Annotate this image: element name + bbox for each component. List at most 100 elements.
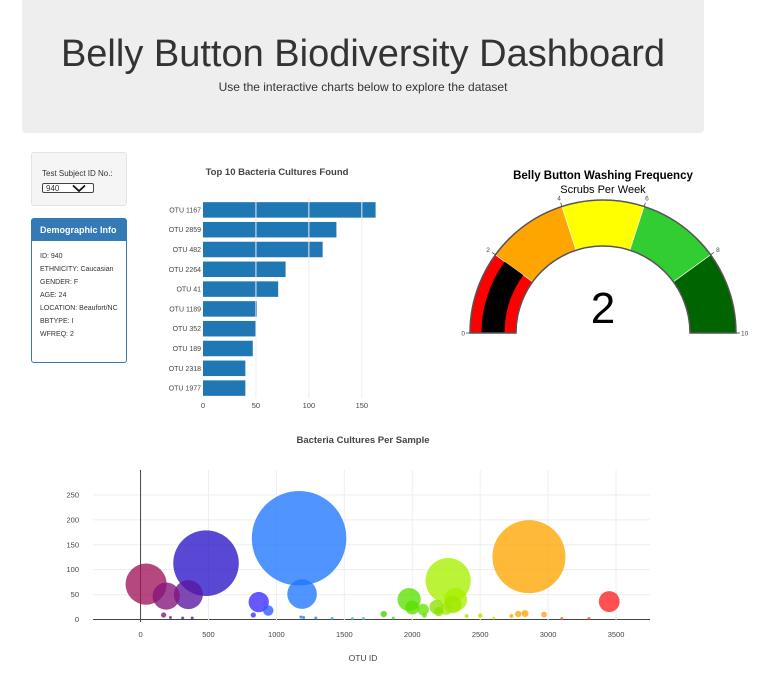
bubble[interactable] [380,610,387,618]
bubble[interactable] [251,491,347,586]
bubble[interactable] [422,613,427,618]
bubble[interactable] [181,616,185,620]
bubble[interactable] [361,617,365,621]
bar-y-tick-label: OTU 1167 [169,207,201,214]
bar[interactable] [203,301,257,317]
bubble[interactable] [391,616,395,620]
bubble[interactable] [173,580,203,610]
bubble[interactable] [417,603,429,616]
bubble[interactable] [173,530,239,596]
gauge-tick-label: 10 [741,331,749,338]
subject-id-select[interactable]: 940 [42,183,94,193]
bar[interactable] [203,281,279,297]
bubble-chart: Bacteria Cultures Per Sample 0 50 100 150 20… [66,435,650,663]
gauge-value: 2 [591,284,615,333]
bubble[interactable] [598,591,620,613]
subject-id-value: 940 [46,184,60,193]
bubble[interactable] [350,617,354,621]
bubble-y-tick-label: 200 [66,515,79,524]
bubble[interactable] [161,612,167,618]
demographic-bbtype: BBTYPE: I [40,318,74,325]
bubble-x-tick-label: 0 [138,630,142,639]
bar-y-tick-label: OTU 2264 [169,267,201,274]
bubble[interactable] [248,591,269,613]
bubble[interactable] [152,582,180,610]
bubble[interactable] [541,611,547,618]
bar[interactable] [203,380,246,396]
bubble[interactable] [405,600,420,615]
gauge-subtitle: Scrubs Per Week [560,184,646,196]
bar[interactable] [203,320,256,337]
bubble-y-tick-label: 50 [71,590,79,599]
washing-frequency-gauge: Belly Button Washing Frequency Scrubs Pe… [461,170,749,338]
demographic-info-title: Demographic Info [32,219,126,241]
gauge-tick-label: 0 [461,331,465,338]
bubble-x-tick-label: 1500 [336,630,353,639]
subject-selector-panel: Test Subject ID No.: 940 [31,152,127,206]
bubble[interactable] [515,610,522,618]
demographic-wfreq: WFREQ: 2 [40,331,74,338]
gauge-outline [469,199,737,334]
gauge-tick-label: 4 [557,195,561,202]
bubble-y-tick-label: 150 [66,540,79,549]
bar-x-tick-label: 100 [303,401,316,410]
bar[interactable] [203,261,286,278]
bubble-x-tick-label: 1000 [268,630,285,639]
bar[interactable] [203,221,337,238]
demographic-ethnicity: ETHNICITY: Caucasian [40,266,114,273]
bubble[interactable] [168,616,172,620]
gauge-title: Belly Button Washing Frequency [513,170,693,182]
bar-y-tick-label: OTU 1189 [169,306,201,313]
chevron-down-icon [72,184,86,193]
gauge-tick-label: 8 [716,247,720,254]
bubble[interactable] [299,615,303,619]
bar-y-tick-label: OTU 352 [173,326,202,333]
gauge-tick-label: 6 [645,195,649,202]
bubble[interactable] [477,613,483,618]
gauge-tick [710,252,715,256]
bubble[interactable] [330,617,334,621]
gauge-tick-label: 2 [486,247,490,254]
bar-x-tick-label: 50 [252,401,260,410]
bubble-x-tick-label: 2000 [404,630,421,639]
bubble[interactable] [492,616,496,620]
demographic-id: ID: 940 [40,253,63,260]
bar[interactable] [203,202,376,218]
bubble[interactable] [492,520,566,594]
bubble-x-axis-label: OTU ID [349,653,378,663]
bubble[interactable] [560,617,564,621]
demographic-location: LOCATION: Beaufort/NC [40,305,118,312]
page-title: Belly Button Biodiversity Dashboard [60,33,666,75]
bar[interactable] [203,360,246,377]
bar[interactable] [203,241,323,258]
header-jumbotron: Belly Button Biodiversity Dashboard Use … [22,0,704,133]
gauge-step [561,199,645,251]
bar-y-tick-label: OTU 2318 [169,366,201,373]
demographic-age: AGE: 24 [40,292,67,299]
bubble-y-tick-label: 100 [66,565,79,574]
bubble[interactable] [314,616,318,620]
bubble[interactable] [434,606,444,617]
bar-x-tick-label: 0 [201,401,205,410]
bubble[interactable] [190,616,194,620]
demographic-info-list: ID: 940 ETHNICITY: Caucasian GENDER: F A… [32,241,126,338]
bar-chart-title: Top 10 Bacteria Cultures Found [206,167,349,178]
bubble-y-tick-label: 0 [75,615,79,624]
bubble[interactable] [521,610,529,618]
top10-bar-chart: Top 10 Bacteria Cultures Found OTU 1167 O… [169,167,376,410]
gauge-value-bar [481,261,524,333]
bubble-x-tick-label: 2500 [472,630,489,639]
bubble[interactable] [287,579,317,609]
gauge-tick [560,202,563,207]
bubble[interactable] [302,616,306,620]
gauge-tick [643,202,646,207]
bubble[interactable] [587,617,591,621]
bubble[interactable] [509,613,514,619]
bubble[interactable] [263,605,274,616]
bubble[interactable] [464,613,469,619]
bubble[interactable] [250,612,256,618]
bubble-x-tick-label: 500 [202,630,215,639]
bar[interactable] [203,340,253,357]
page-subtitle: Use the interactive charts below to expl… [218,80,508,94]
bubble-y-tick-label: 250 [66,490,79,499]
